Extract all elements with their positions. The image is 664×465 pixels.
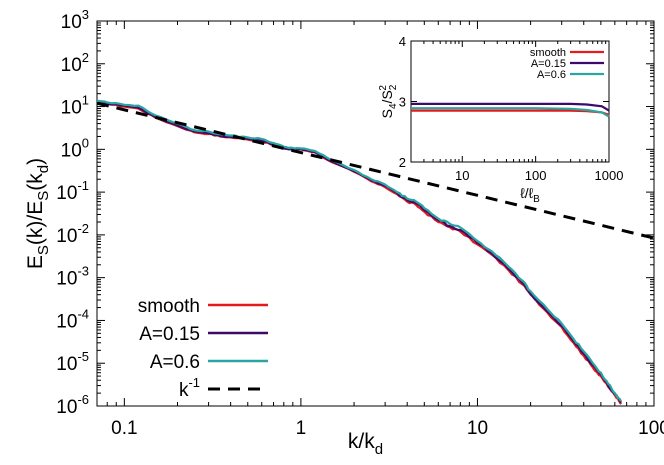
- inset-x-tick-label: 100: [525, 168, 547, 183]
- inset-series-line-a06: [411, 107, 610, 118]
- y-tick-label: 10-5: [56, 349, 89, 375]
- legend-label: A=0.6: [150, 352, 200, 373]
- inset-x-tick-label: 1000: [595, 168, 624, 183]
- inset-legend-label: A=0.15: [531, 58, 566, 70]
- inset-frame: [410, 40, 610, 163]
- x-tick-label: 1: [296, 418, 307, 439]
- inset-y-tick-label: 2: [399, 155, 406, 170]
- legend-label: k-1: [179, 375, 200, 401]
- inset-y-tick-label: 3: [399, 95, 406, 110]
- inset-y-axis-label: S4/S22: [378, 84, 399, 118]
- inset-x-tick-label: 10: [455, 168, 469, 183]
- inset-series-line-a015: [411, 102, 610, 112]
- y-tick-label: 10-3: [56, 264, 89, 290]
- inset-x-axis-label: ℓ/ℓB: [520, 185, 540, 205]
- x-tick-label: 100: [638, 418, 664, 439]
- x-tick-label: 0.1: [111, 418, 137, 439]
- main-plot-frame: [96, 20, 655, 407]
- legend-label: smooth: [138, 296, 200, 317]
- y-tick-label: 10-6: [56, 392, 89, 418]
- series-line-smooth: [97, 101, 622, 405]
- x-axis-label: k/kd: [348, 430, 383, 458]
- y-tick-label: 103: [61, 7, 89, 33]
- y-tick-label: 10-4: [56, 306, 89, 332]
- inset-legend-label: smooth: [530, 47, 566, 59]
- inset-y-tick-label: 4: [399, 34, 406, 49]
- y-tick-label: 100: [61, 135, 89, 161]
- x-tick-label: 10: [467, 418, 488, 439]
- legend-label: A=0.15: [139, 324, 200, 345]
- y-axis-label: ES(k)/ES(kd): [24, 158, 52, 269]
- y-tick-label: 102: [61, 50, 89, 76]
- series-line-k: [97, 101, 654, 240]
- y-tick-label: 101: [61, 93, 89, 119]
- y-tick-label: 10-2: [56, 221, 89, 247]
- series-line-a06: [97, 99, 622, 402]
- y-tick-label: 10-1: [56, 178, 89, 204]
- inset-legend-label: A=0.6: [537, 69, 566, 81]
